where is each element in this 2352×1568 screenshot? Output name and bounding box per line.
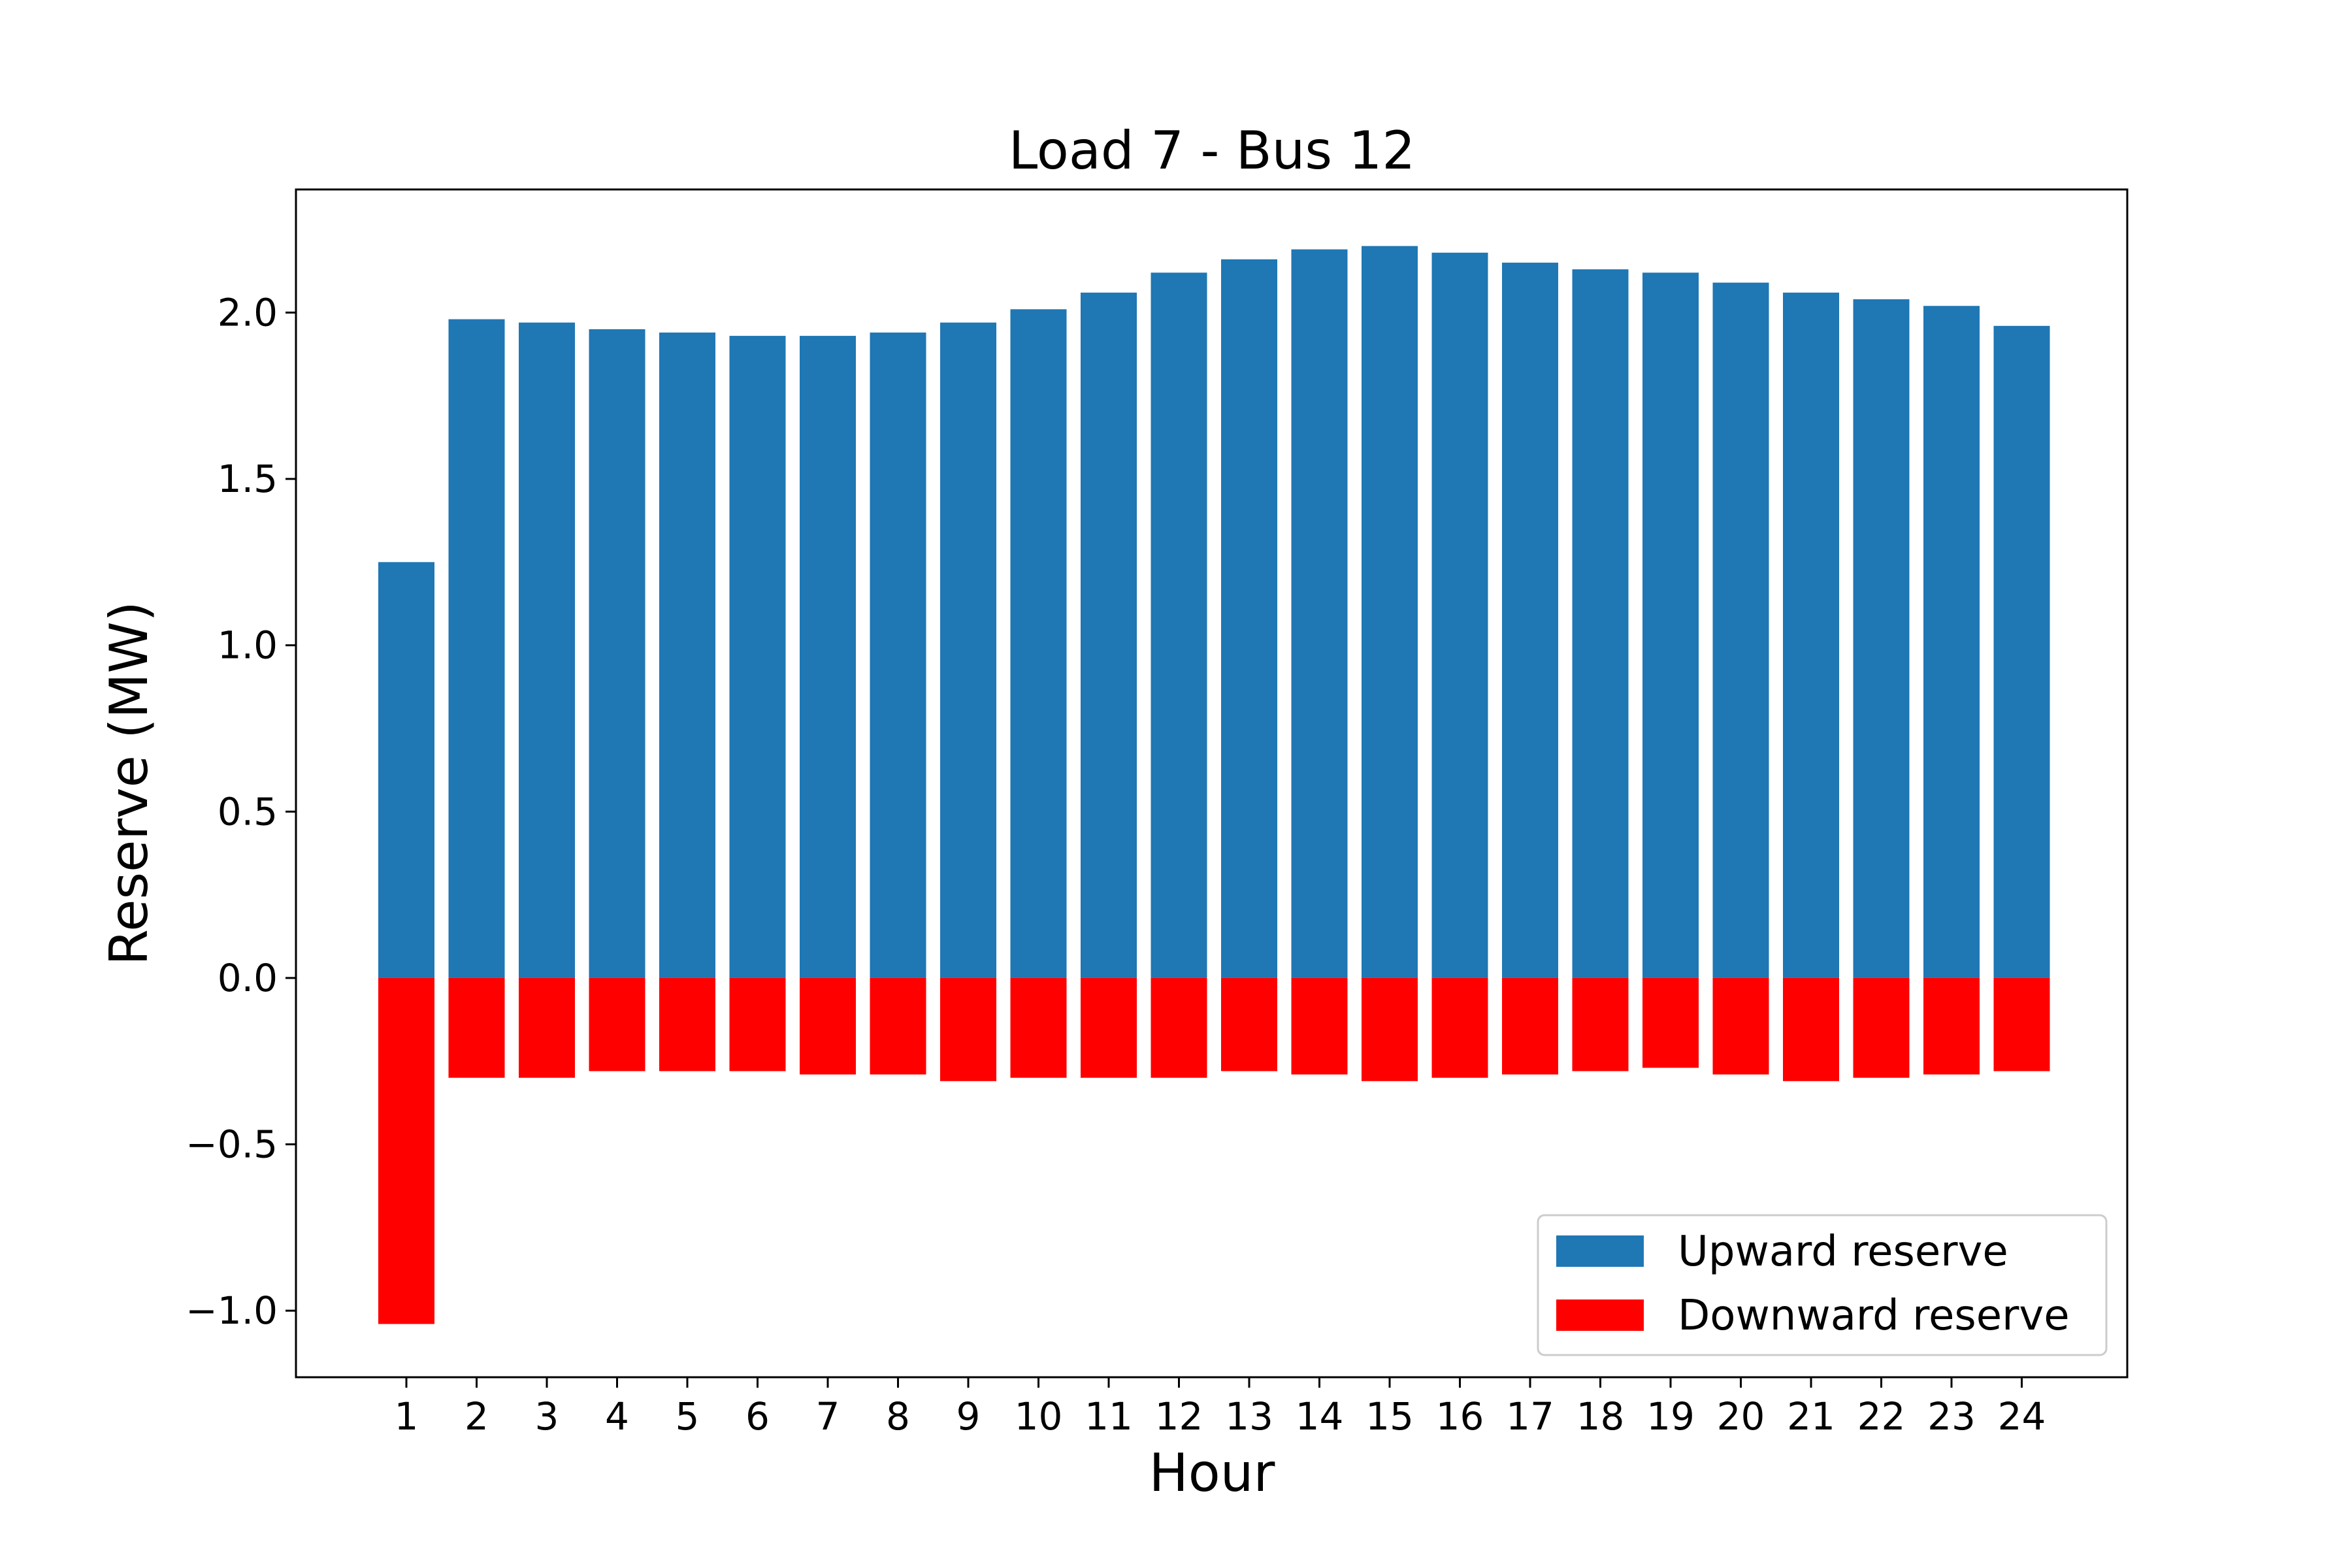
downward-reserve-bar-13 xyxy=(1221,977,1277,1071)
y-tick-label: −0.5 xyxy=(186,1122,278,1167)
upward-reserve-bar-9 xyxy=(940,322,996,978)
x-tick-label: 16 xyxy=(1436,1394,1484,1439)
upward-reserve-bar-13 xyxy=(1221,259,1277,978)
downward-reserve-bar-6 xyxy=(729,977,786,1071)
upward-reserve-bar-11 xyxy=(1081,292,1137,978)
x-tick-label: 14 xyxy=(1296,1394,1344,1439)
y-tick-label: 1.0 xyxy=(218,623,278,668)
downward-reserve-bar-4 xyxy=(589,977,645,1071)
upward-reserve-bar-1 xyxy=(378,562,434,978)
upward-reserve-bar-21 xyxy=(1783,292,1839,978)
upward-reserve-bar-7 xyxy=(800,336,856,978)
x-tick-label: 6 xyxy=(745,1394,770,1439)
x-tick-label: 3 xyxy=(535,1394,559,1439)
upward-reserve-bar-10 xyxy=(1010,309,1067,978)
upward-reserve-bar-17 xyxy=(1502,263,1558,978)
x-tick-label: 12 xyxy=(1155,1394,1203,1439)
y-tick-label: 0.0 xyxy=(218,956,278,1000)
downward-reserve-bar-3 xyxy=(519,977,575,1078)
downward-reserve-bar-18 xyxy=(1572,977,1629,1071)
y-axis-label: Reserve (MW) xyxy=(99,601,159,966)
downward-reserve-bar-12 xyxy=(1151,977,1207,1078)
downward-reserve-bar-5 xyxy=(659,977,715,1071)
downward-reserve-bar-16 xyxy=(1431,977,1488,1078)
chart-title: Load 7 - Bus 12 xyxy=(1009,120,1415,181)
upward-reserve-bar-12 xyxy=(1151,272,1207,978)
downward-reserve-bar-11 xyxy=(1081,977,1137,1078)
x-tick-label: 21 xyxy=(1787,1394,1835,1439)
x-tick-label: 22 xyxy=(1857,1394,1906,1439)
downward-reserve-bar-15 xyxy=(1362,977,1418,1081)
y-tick-label: −1.0 xyxy=(186,1288,278,1333)
x-tick-label: 18 xyxy=(1576,1394,1625,1439)
upward-reserve-bar-19 xyxy=(1642,272,1699,978)
y-tick-label: 2.0 xyxy=(218,290,278,335)
legend: Upward reserve Downward reserve xyxy=(1537,1214,2108,1356)
upward-reserve-bar-2 xyxy=(448,319,505,978)
upward-reserve-bar-16 xyxy=(1431,252,1488,978)
downward-reserve-bar-1 xyxy=(378,977,434,1324)
x-tick-label: 13 xyxy=(1225,1394,1273,1439)
downward-reserve-bar-14 xyxy=(1291,977,1348,1075)
legend-label-upward: Upward reserve xyxy=(1678,1228,2008,1276)
x-tick-label: 17 xyxy=(1506,1394,1554,1439)
upward-reserve-bar-8 xyxy=(870,332,926,978)
plot-frame xyxy=(295,188,2129,1379)
downward-reserve-bar-9 xyxy=(940,977,996,1081)
downward-reserve-bar-24 xyxy=(1993,977,2050,1071)
upward-reserve-bar-14 xyxy=(1291,249,1348,978)
upward-reserve-bar-22 xyxy=(1853,299,1910,978)
downward-reserve-bar-2 xyxy=(448,977,505,1078)
downward-reserve-bar-8 xyxy=(870,977,926,1075)
x-axis: 1 2 3 4 5 6 7 8 9 10 11 12 13 14 15 16 17 18 19 20 21 22 23 24 xyxy=(395,1377,2046,1439)
legend-frame xyxy=(1537,1214,2108,1356)
downward-reserve-bar-23 xyxy=(1923,977,1980,1075)
bars-group xyxy=(378,246,2050,1324)
legend-swatch-downward xyxy=(1556,1299,1644,1331)
x-tick-label: 15 xyxy=(1365,1394,1414,1439)
x-tick-label: 11 xyxy=(1085,1394,1133,1439)
x-tick-label: 23 xyxy=(1927,1394,1976,1439)
downward-reserve-bar-7 xyxy=(800,977,856,1075)
upward-reserve-bar-4 xyxy=(589,329,645,978)
x-tick-label: 5 xyxy=(676,1394,700,1439)
legend-swatch-upward xyxy=(1556,1235,1644,1267)
upward-reserve-bar-18 xyxy=(1572,269,1629,978)
upward-reserve-bar-24 xyxy=(1993,325,2050,978)
upward-reserve-bar-23 xyxy=(1923,306,1980,978)
downward-reserve-bar-21 xyxy=(1783,977,1839,1081)
x-axis-label: Hour xyxy=(1149,1443,1275,1503)
y-tick-label: 1.5 xyxy=(218,457,278,501)
x-tick-label: 24 xyxy=(1998,1394,2046,1439)
downward-reserve-bar-19 xyxy=(1642,977,1699,1068)
x-tick-label: 8 xyxy=(886,1394,910,1439)
y-axis: −1.0 −0.5 0.0 0.5 1.0 1.5 2.0 xyxy=(186,290,296,1333)
downward-reserve-bar-22 xyxy=(1853,977,1910,1078)
x-tick-label: 20 xyxy=(1717,1394,1765,1439)
upward-reserve-bar-15 xyxy=(1362,246,1418,978)
upward-reserve-bar-6 xyxy=(729,336,786,978)
downward-reserve-bar-10 xyxy=(1010,977,1067,1078)
x-tick-label: 1 xyxy=(395,1394,419,1439)
x-tick-label: 9 xyxy=(956,1394,981,1439)
x-tick-label: 2 xyxy=(465,1394,489,1439)
x-tick-label: 7 xyxy=(816,1394,840,1439)
downward-reserve-bar-17 xyxy=(1502,977,1558,1075)
x-tick-label: 10 xyxy=(1015,1394,1063,1439)
legend-label-downward: Downward reserve xyxy=(1678,1292,2070,1340)
y-tick-label: 0.5 xyxy=(218,789,278,834)
x-tick-label: 4 xyxy=(605,1394,629,1439)
upward-reserve-bar-3 xyxy=(519,322,575,978)
upward-reserve-bar-20 xyxy=(1712,282,1769,978)
x-tick-label: 19 xyxy=(1646,1394,1695,1439)
upward-reserve-bar-5 xyxy=(659,332,715,978)
downward-reserve-bar-20 xyxy=(1712,977,1769,1075)
